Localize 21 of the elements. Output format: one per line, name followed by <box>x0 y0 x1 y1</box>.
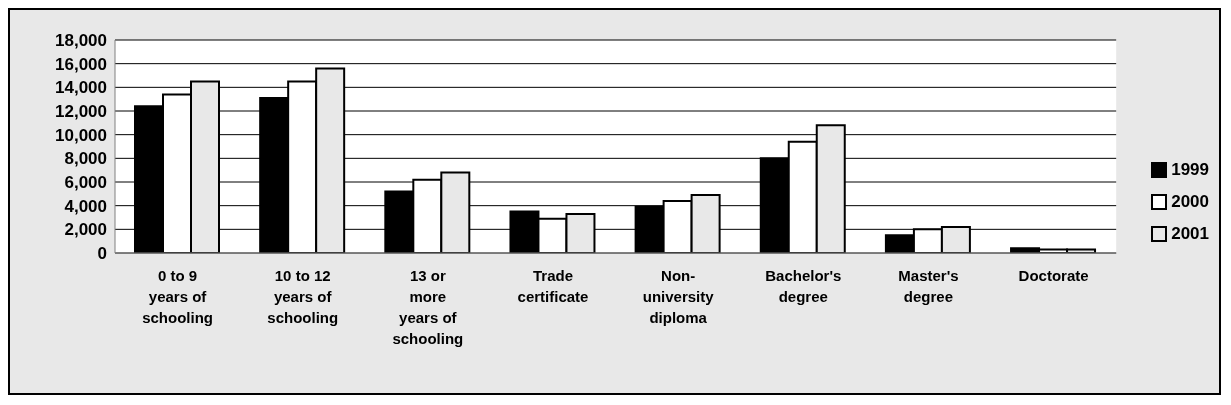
y-tick-label: 0 <box>97 244 107 264</box>
x-tick-label: 0 to 9 years of schooling <box>142 267 213 326</box>
x-tick-label: 13 or more years of schooling <box>392 267 464 347</box>
x-tick-label: Master's degree <box>898 267 959 305</box>
legend-label: 2000 <box>1171 190 1209 213</box>
x-tick-label: Doctorate <box>1018 267 1089 284</box>
y-tick-label: 2,000 <box>64 220 107 240</box>
y-tick-label: 10,000 <box>55 125 107 145</box>
y-tick-label: 16,000 <box>55 54 107 74</box>
legend-label: 2001 <box>1171 222 1209 245</box>
y-tick-label: 14,000 <box>55 78 107 98</box>
y-tick-label: 8,000 <box>64 149 107 169</box>
y-tick-label: 12,000 <box>55 102 107 122</box>
x-tick-label: Non-university diploma <box>642 267 715 326</box>
y-tick-label: 18,000 <box>55 31 107 51</box>
y-tick-label: 4,000 <box>64 196 107 216</box>
x-tick-label: 10 to 12 years of schooling <box>267 267 339 326</box>
x-tick-label: Bachelor's degree <box>765 267 842 305</box>
legend-label: 1999 <box>1171 158 1209 181</box>
y-tick-label: 6,000 <box>64 173 107 193</box>
x-tick-label: Trade certificate <box>517 267 589 305</box>
